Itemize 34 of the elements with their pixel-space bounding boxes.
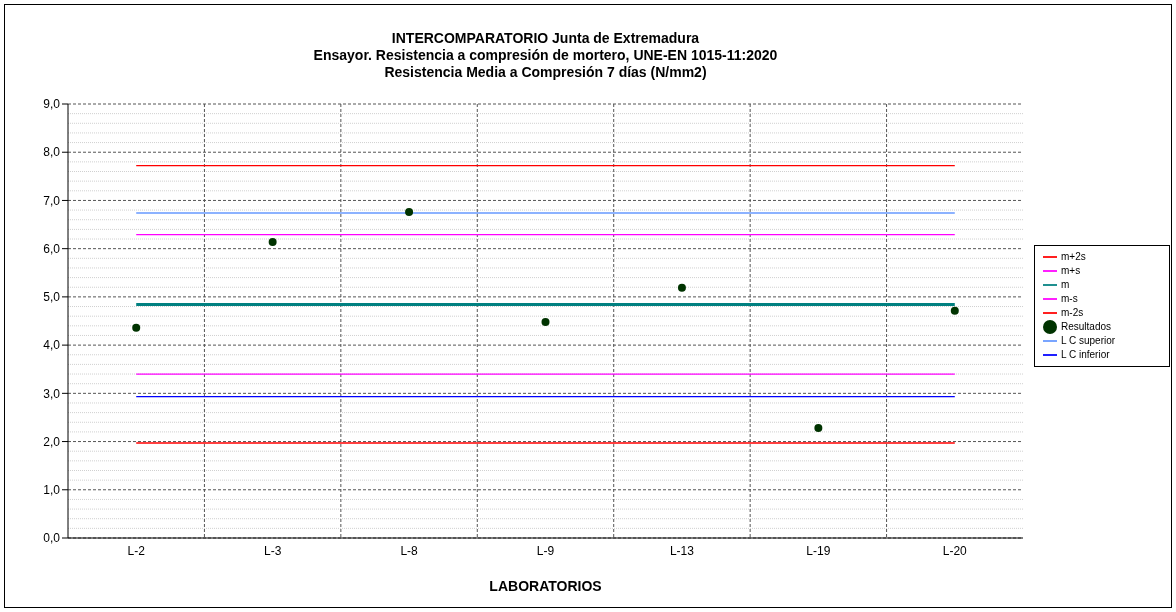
y-tick-label: 0,0 [43,531,61,546]
legend-label: L C inferior [1061,348,1110,360]
y-tick-label: 9,0 [43,97,61,112]
legend-label: m+s [1061,264,1081,276]
point [405,208,414,217]
legend-label: Resultados [1061,320,1112,332]
x-tick-label: L-19 [806,543,831,558]
y-tick-label: 5,0 [43,290,61,305]
x-tick-label: L-2 [127,543,146,558]
x-tick-label: L-20 [942,543,968,558]
y-tick-label: 6,0 [43,241,61,256]
x-tick-label: L-8 [400,543,419,558]
x-tick-label: L-3 [263,543,282,558]
legend-label: m [1061,278,1070,290]
point [677,283,686,292]
x-tick-label: L-9 [536,543,555,558]
y-tick-label: 7,0 [43,193,61,208]
point [132,323,141,332]
point [268,237,277,246]
y-tick-label: 1,0 [43,483,61,498]
legend-label: m-s [1061,292,1078,304]
point [950,306,959,315]
legend-label: L C superior [1061,334,1116,346]
y-tick-label: 8,0 [43,145,61,160]
point [814,424,823,433]
x-tick-label: L-13 [669,543,695,558]
y-tick-label: 4,0 [43,338,61,353]
y-tick-label: 2,0 [43,434,61,449]
x-axis-title: LABORATORIOS [488,578,603,594]
chart-title: INTERCOMPARATORIO Junta de Extremadura Ensayor. Resistencia a compresión de mortero, UNE-EN 1015-11:2020 Resistencia Media a Compresión 7 días (N/mm2) [312,30,779,81]
legend-label: m-2s [1061,306,1084,318]
y-tick-label: 3,0 [43,386,61,401]
legend-label: m+2s [1061,250,1086,262]
point [541,317,550,326]
